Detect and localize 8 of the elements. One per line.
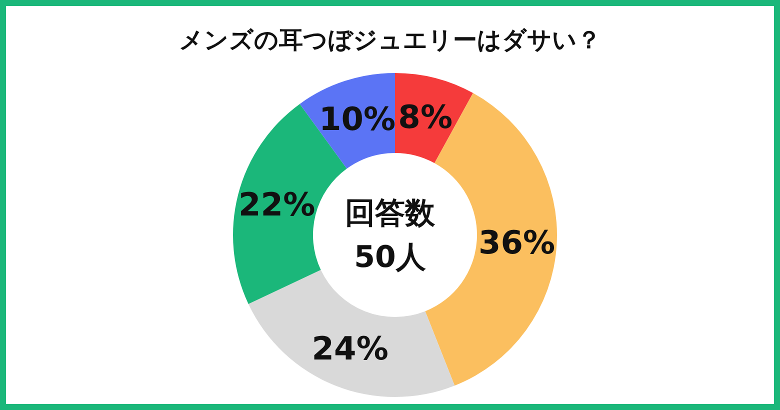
- data-label: 10%: [319, 100, 396, 138]
- chart-title: メンズの耳つぼジュエリーはダサい？: [178, 25, 602, 56]
- data-label: 36%: [478, 224, 556, 262]
- text: 回答数: [345, 196, 435, 231]
- data-label: 8%: [398, 98, 453, 136]
- text: 50人: [354, 240, 426, 275]
- data-label: 22%: [238, 186, 316, 224]
- data-label: 24%: [312, 329, 388, 368]
